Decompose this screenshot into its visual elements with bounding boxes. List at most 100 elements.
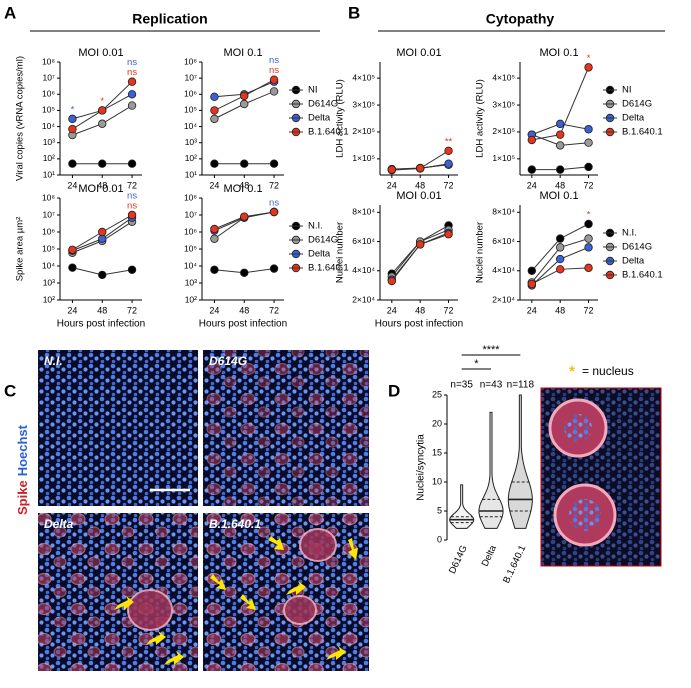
y-tick-label: 10⁴ bbox=[42, 121, 55, 131]
x-tick-label: 24 bbox=[387, 305, 397, 315]
data-point bbox=[584, 63, 593, 72]
data-point bbox=[68, 114, 77, 124]
x-axis-label: Hours post infection bbox=[375, 319, 463, 330]
legend-label: N.I. bbox=[308, 221, 323, 232]
x-tick-label: 72 bbox=[444, 180, 454, 190]
data-point bbox=[210, 106, 219, 115]
legend-label: NI bbox=[622, 85, 632, 96]
panel-label: B bbox=[348, 3, 360, 22]
data-point bbox=[555, 165, 565, 174]
n-label: n=35 bbox=[450, 380, 473, 391]
data-point bbox=[127, 210, 137, 220]
x-tick-label: 48 bbox=[415, 305, 425, 315]
x-tick-label: 48 bbox=[239, 180, 249, 190]
image-label: D614G bbox=[209, 354, 247, 368]
data-point bbox=[210, 159, 219, 168]
y-tick-label: 1×10⁵ bbox=[352, 153, 375, 163]
data-point bbox=[527, 279, 537, 289]
data-point bbox=[127, 159, 137, 168]
y-tick-label: 10⁷ bbox=[184, 209, 197, 219]
chart-title: MOI 0.01 bbox=[78, 183, 123, 195]
data-point bbox=[269, 75, 279, 84]
y-tick-label: 10³ bbox=[185, 277, 197, 287]
significance: * bbox=[474, 358, 479, 370]
x-tick-label: 48 bbox=[97, 305, 107, 315]
data-point bbox=[555, 234, 565, 243]
y-axis-label: Nuclei number bbox=[335, 222, 346, 283]
stain-label: Spike Hoechst bbox=[15, 424, 30, 515]
legend-label: D614G bbox=[308, 235, 338, 246]
data-point bbox=[210, 234, 219, 243]
x-tick-label: 72 bbox=[127, 305, 137, 315]
data-point bbox=[98, 270, 107, 280]
y-tick-label: 10¹ bbox=[185, 169, 197, 179]
y-tick-label: 6×10⁴ bbox=[352, 236, 375, 246]
x-tick-label: 24 bbox=[209, 305, 219, 315]
data-point bbox=[415, 240, 425, 249]
data-point bbox=[415, 164, 425, 173]
legend-label: D614G bbox=[622, 242, 652, 253]
y-tick-label: 10⁸ bbox=[42, 192, 55, 202]
significance: ns bbox=[127, 201, 137, 212]
y-tick-label: 4×10⁵ bbox=[492, 72, 515, 82]
chart-title: MOI 0.01 bbox=[396, 47, 441, 59]
legend-label: B.1.640.1 bbox=[308, 127, 349, 138]
chart-title: MOI 0.1 bbox=[539, 47, 578, 59]
data-point bbox=[527, 266, 537, 275]
x-tick-label: 72 bbox=[269, 305, 279, 315]
y-tick-label: 10⁸ bbox=[42, 56, 55, 66]
data-point bbox=[210, 265, 219, 274]
y-tick-label: 2×10⁵ bbox=[492, 126, 515, 136]
data-point bbox=[555, 141, 565, 150]
panel-label: A bbox=[4, 3, 16, 22]
significance: ns bbox=[127, 67, 137, 78]
x-tick-label: 24 bbox=[67, 180, 77, 190]
y-tick-label: 2×10⁴ bbox=[352, 294, 375, 304]
significance: * bbox=[100, 96, 104, 107]
y-tick-label: 10³ bbox=[185, 137, 197, 147]
significance: **** bbox=[482, 344, 500, 356]
y-tick-label: 10⁶ bbox=[42, 226, 55, 236]
y-tick-label: 10⁶ bbox=[184, 226, 197, 236]
x-tick-label: Delta bbox=[480, 543, 500, 568]
x-tick-label: 72 bbox=[444, 305, 454, 315]
data-point bbox=[68, 124, 77, 134]
y-tick-label: 10² bbox=[185, 294, 197, 304]
data-point bbox=[527, 135, 537, 145]
legend-symbol: * bbox=[569, 363, 575, 380]
data-point bbox=[555, 265, 565, 274]
y-tick-label: 3×10⁵ bbox=[352, 99, 375, 109]
chart-title: MOI 0.1 bbox=[539, 190, 578, 202]
y-tick-label: 10⁵ bbox=[184, 105, 197, 115]
data-point bbox=[584, 243, 593, 252]
panel-title: Replication bbox=[132, 11, 207, 27]
violin bbox=[449, 484, 475, 529]
data-point bbox=[98, 227, 107, 237]
x-tick-label: 48 bbox=[415, 180, 425, 190]
y-axis-label: Spike area µm² bbox=[15, 217, 26, 282]
y-tick-label: 3×10⁵ bbox=[492, 99, 515, 109]
micrograph-ni bbox=[38, 350, 198, 506]
data-point bbox=[387, 165, 397, 174]
chart-title: MOI 0.1 bbox=[223, 183, 262, 195]
y-tick-label: 10² bbox=[185, 153, 197, 163]
data-point bbox=[584, 219, 593, 229]
data-point bbox=[387, 276, 397, 286]
x-tick-label: 72 bbox=[584, 305, 594, 315]
significance: ns bbox=[269, 65, 279, 76]
legend-label: Delta bbox=[622, 256, 645, 267]
y-tick-label: 25 bbox=[432, 389, 442, 399]
x-tick-label: 24 bbox=[527, 180, 537, 190]
data-point bbox=[269, 264, 279, 273]
micrograph-delta bbox=[38, 513, 198, 671]
data-point bbox=[269, 159, 279, 168]
y-tick-label: 4×10⁴ bbox=[352, 265, 375, 275]
significance: ** bbox=[445, 136, 453, 147]
y-tick-label: 10⁵ bbox=[184, 243, 197, 253]
data-point bbox=[98, 106, 107, 115]
significance: * bbox=[587, 210, 591, 221]
y-tick-label: 10³ bbox=[43, 277, 55, 287]
stain-word: Spike bbox=[15, 480, 30, 515]
y-tick-label: 10⁶ bbox=[184, 89, 197, 99]
